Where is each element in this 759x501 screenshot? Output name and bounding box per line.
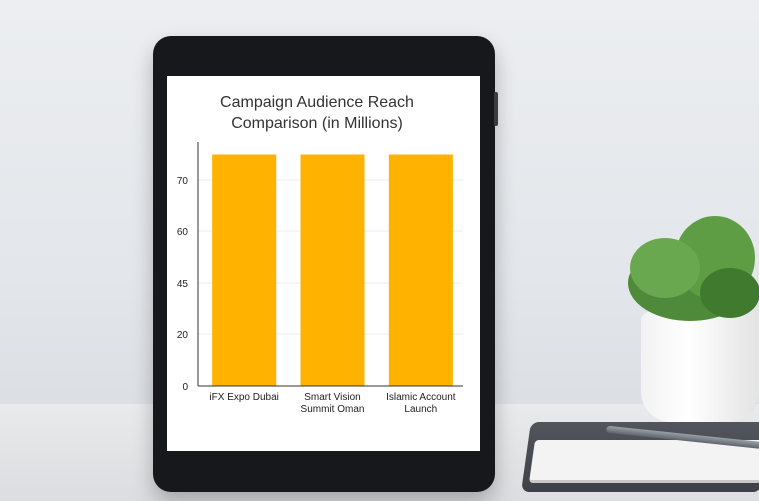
bar bbox=[300, 154, 365, 386]
chart-title-line-2: Comparison (in Millions) bbox=[231, 115, 403, 132]
x-tick-label: Launch bbox=[404, 404, 437, 415]
y-tick-label: 60 bbox=[177, 227, 189, 238]
x-tick-label: iFX Expo Dubai bbox=[209, 392, 278, 403]
tablet-screen: Campaign Audience Reach Comparison (in M… bbox=[167, 76, 480, 451]
bar-chart: Campaign Audience Reach Comparison (in M… bbox=[177, 94, 463, 415]
x-tick-label: Summit Oman bbox=[301, 404, 365, 415]
x-tick-label: Smart Vision bbox=[304, 392, 361, 403]
bar bbox=[212, 154, 277, 386]
plant-pot bbox=[641, 312, 759, 422]
chart-title-line-1: Campaign Audience Reach bbox=[220, 94, 414, 111]
plant-leaves bbox=[628, 216, 759, 321]
bar bbox=[388, 154, 453, 386]
notebook-pages bbox=[528, 440, 759, 483]
y-tick-label: 20 bbox=[177, 330, 189, 341]
y-tick-label: 0 bbox=[182, 382, 188, 393]
x-tick-label: Islamic Account bbox=[386, 392, 456, 403]
tablet-side-button bbox=[494, 92, 498, 126]
y-tick-label: 70 bbox=[177, 176, 189, 187]
y-tick-label: 45 bbox=[177, 279, 189, 290]
